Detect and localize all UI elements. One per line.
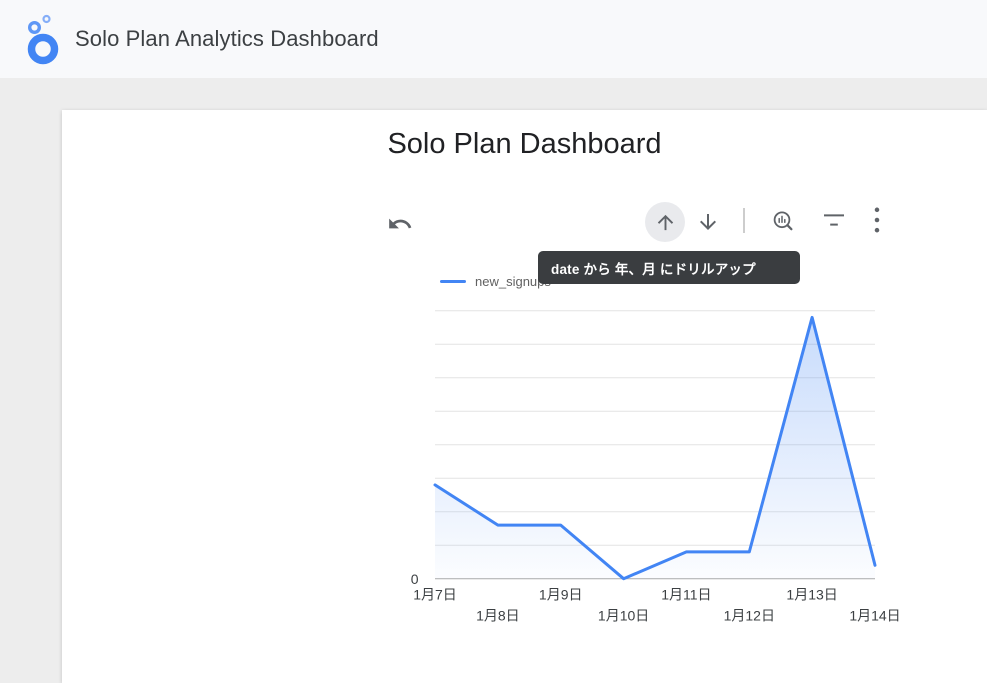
filter-icon bbox=[824, 214, 844, 226]
x-axis-tick-label: 1月7日 bbox=[413, 587, 457, 603]
arrow-up-icon bbox=[657, 214, 673, 230]
report-card: Solo Plan Dashboard bbox=[62, 110, 987, 683]
undo-button[interactable] bbox=[387, 211, 413, 237]
legend-color-swatch bbox=[440, 279, 466, 283]
drill-down-button[interactable] bbox=[694, 208, 722, 236]
x-axis-tick-label: 1月8日 bbox=[476, 608, 520, 624]
report-canvas: Solo Plan Dashboard bbox=[0, 78, 987, 683]
chart-zoom-icon bbox=[773, 211, 793, 231]
kebab-menu-icon bbox=[874, 207, 880, 233]
x-axis-tick-label: 1月12日 bbox=[724, 608, 775, 624]
legend-series-label: new_signups bbox=[475, 273, 551, 289]
drill-up-tooltip: date から 年、月 にドリルアップ bbox=[538, 251, 800, 284]
y-axis-tick-label: 0 bbox=[411, 571, 419, 587]
app-header: Solo Plan Analytics Dashboard bbox=[0, 0, 987, 78]
x-axis-tick-label: 1月9日 bbox=[539, 587, 583, 603]
x-axis-tick-label: 1月11日 bbox=[661, 587, 711, 603]
looker-studio-logo-icon[interactable] bbox=[26, 13, 62, 65]
x-axis-tick-label: 1月14日 bbox=[849, 608, 900, 624]
undo-icon bbox=[389, 218, 412, 229]
arrow-down-icon bbox=[700, 214, 716, 230]
chart-zoom-button[interactable] bbox=[769, 207, 797, 235]
x-axis-tick-label: 1月10日 bbox=[598, 608, 649, 624]
x-axis-tick-label: 1月13日 bbox=[786, 587, 837, 603]
more-options-button[interactable] bbox=[863, 206, 891, 234]
report-title: Solo Plan Dashboard bbox=[387, 128, 662, 160]
chart-legend: new_signups bbox=[440, 273, 551, 289]
filter-button[interactable] bbox=[820, 206, 848, 234]
series-area bbox=[435, 317, 875, 579]
drill-up-button[interactable] bbox=[645, 202, 685, 242]
series-line bbox=[433, 315, 877, 581]
app-header-title: Solo Plan Analytics Dashboard bbox=[75, 26, 379, 51]
toolbar-divider bbox=[743, 208, 745, 233]
